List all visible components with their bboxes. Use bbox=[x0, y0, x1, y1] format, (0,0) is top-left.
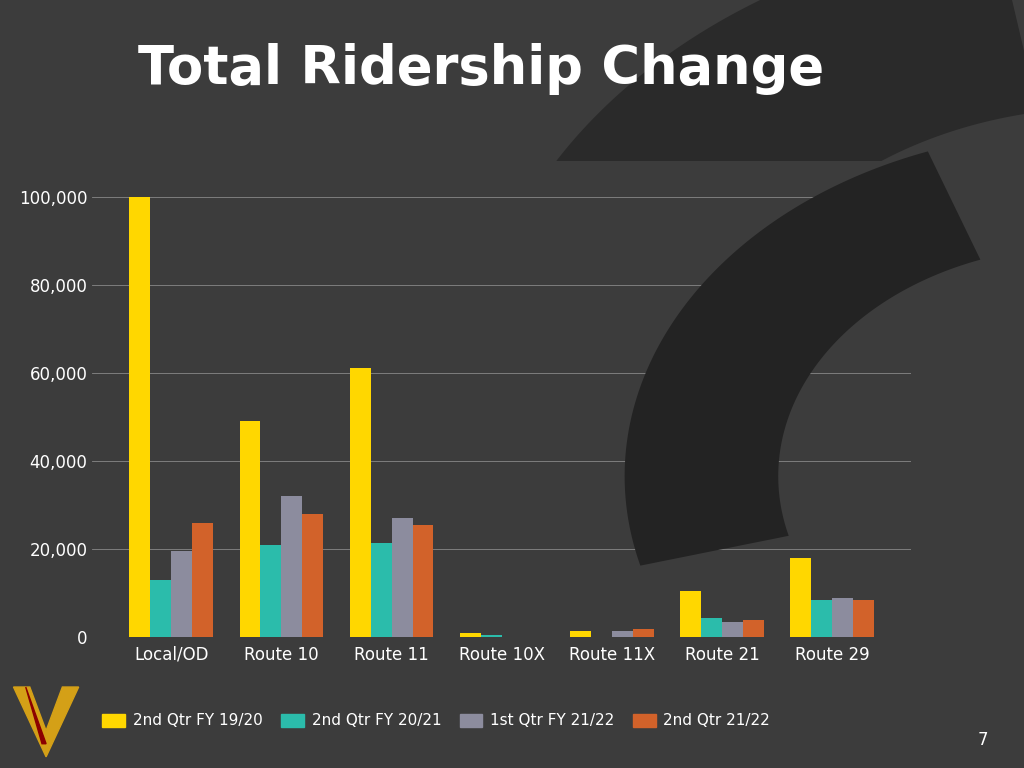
Bar bbox=[743, 620, 764, 637]
Polygon shape bbox=[26, 687, 46, 743]
Bar bbox=[791, 558, 811, 637]
Bar bbox=[240, 422, 260, 637]
Bar bbox=[612, 631, 633, 637]
Bar bbox=[701, 617, 722, 637]
Bar bbox=[413, 525, 433, 637]
Legend: 2nd Qtr FY 19/20, 2nd Qtr FY 20/21, 1st Qtr FY 21/22, 2nd Qtr 21/22: 2nd Qtr FY 19/20, 2nd Qtr FY 20/21, 1st … bbox=[96, 707, 776, 734]
Bar bbox=[193, 523, 213, 637]
Bar bbox=[371, 543, 391, 637]
Bar bbox=[260, 545, 282, 637]
Bar bbox=[833, 598, 853, 637]
Bar bbox=[129, 197, 151, 637]
Bar bbox=[481, 635, 502, 637]
Bar bbox=[811, 600, 833, 637]
Bar bbox=[350, 369, 371, 637]
Text: Total Ridership Change: Total Ridership Change bbox=[138, 43, 824, 95]
Bar bbox=[391, 518, 413, 637]
Bar bbox=[680, 591, 701, 637]
Bar bbox=[171, 551, 193, 637]
Bar bbox=[282, 496, 302, 637]
Bar bbox=[570, 631, 591, 637]
Bar bbox=[460, 633, 481, 637]
Bar bbox=[151, 580, 171, 637]
Bar bbox=[853, 600, 874, 637]
Polygon shape bbox=[13, 687, 79, 756]
Bar bbox=[722, 622, 743, 637]
Bar bbox=[633, 629, 653, 637]
Bar bbox=[302, 514, 324, 637]
Text: 7: 7 bbox=[978, 731, 988, 749]
